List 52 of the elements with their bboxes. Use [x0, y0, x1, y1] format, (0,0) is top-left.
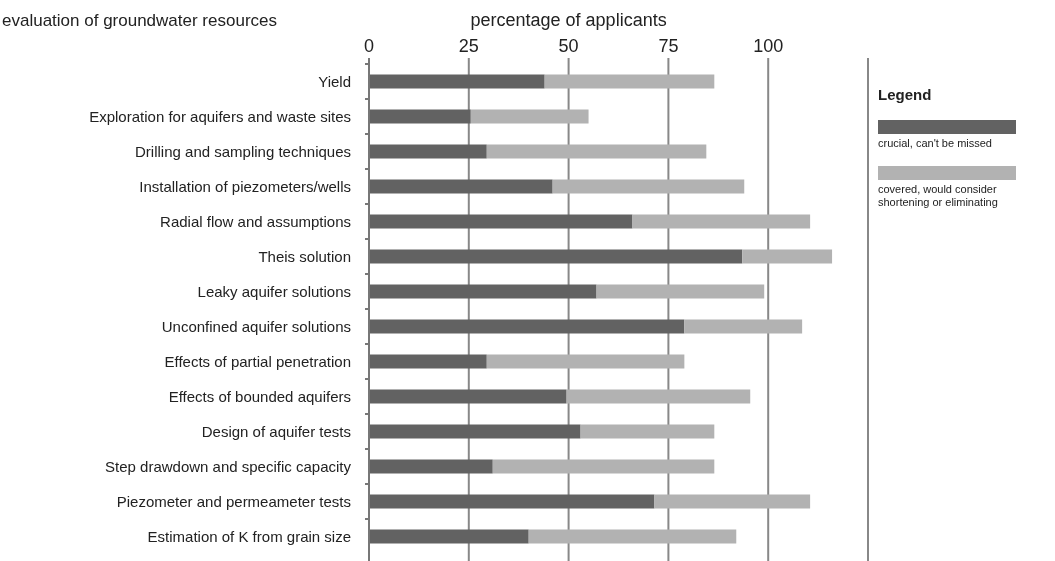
bar	[492, 459, 715, 474]
bar	[566, 389, 751, 404]
y-tick-label: Design of aquifer tests	[201, 422, 351, 440]
bar	[369, 214, 633, 229]
y-tick-label: Installation of piezometers/wells	[139, 177, 351, 195]
bar	[486, 144, 707, 159]
x-axis-title: percentage of applicants	[470, 10, 667, 30]
y-tick-label: Theis solution	[258, 247, 351, 265]
y-tick-label: Estimation of K from grain size	[147, 527, 351, 545]
bar	[684, 319, 803, 334]
bar	[369, 109, 471, 124]
text: covered, would consider shortening or eliminating	[878, 183, 1000, 208]
text: evaluation of groundwater resources	[2, 11, 277, 30]
bar	[470, 109, 589, 124]
bar	[742, 249, 833, 264]
text: crucial, can't be missed	[878, 137, 992, 149]
bar	[369, 459, 493, 474]
bar	[369, 74, 545, 89]
bar	[528, 529, 737, 544]
legend-title: Legend	[878, 86, 932, 103]
bar	[486, 354, 685, 369]
bar	[369, 494, 655, 509]
bar	[552, 179, 745, 194]
bar	[596, 284, 765, 299]
y-tick-label: Exploration for aquifers and waste sites	[89, 107, 351, 125]
x-tick-label: 100	[753, 36, 784, 56]
bar	[369, 179, 553, 194]
y-tick-label: Drilling and sampling techniques	[135, 142, 351, 160]
bar	[369, 249, 743, 264]
bar	[632, 214, 811, 229]
bar	[369, 424, 581, 439]
bar	[544, 74, 715, 89]
bar	[580, 424, 715, 439]
y-tick-label: Piezometer and permeameter tests	[116, 492, 351, 510]
y-tick-label: Radial flow and assumptions	[160, 212, 351, 230]
x-tick-label: 0	[363, 36, 375, 56]
bar	[369, 144, 487, 159]
bar	[369, 319, 685, 334]
x-tick-label: 75	[658, 36, 679, 56]
y-tick-label: Leaky aquifer solutions	[197, 282, 351, 300]
y-tick-label: Unconfined aquifer solutions	[161, 317, 351, 335]
bar	[369, 389, 567, 404]
x-tick-label: 50	[558, 36, 579, 56]
x-tick-label: 25	[458, 36, 479, 56]
bar	[369, 529, 529, 544]
y-tick-label: Yield	[318, 72, 351, 90]
bar	[369, 284, 597, 299]
bar	[369, 354, 487, 369]
y-tick-label: Step drawdown and specific capacity	[105, 457, 352, 475]
bar	[654, 494, 811, 509]
y-tick-label: Effects of bounded aquifers	[168, 387, 351, 405]
y-tick-label: Effects of partial penetration	[164, 352, 351, 370]
